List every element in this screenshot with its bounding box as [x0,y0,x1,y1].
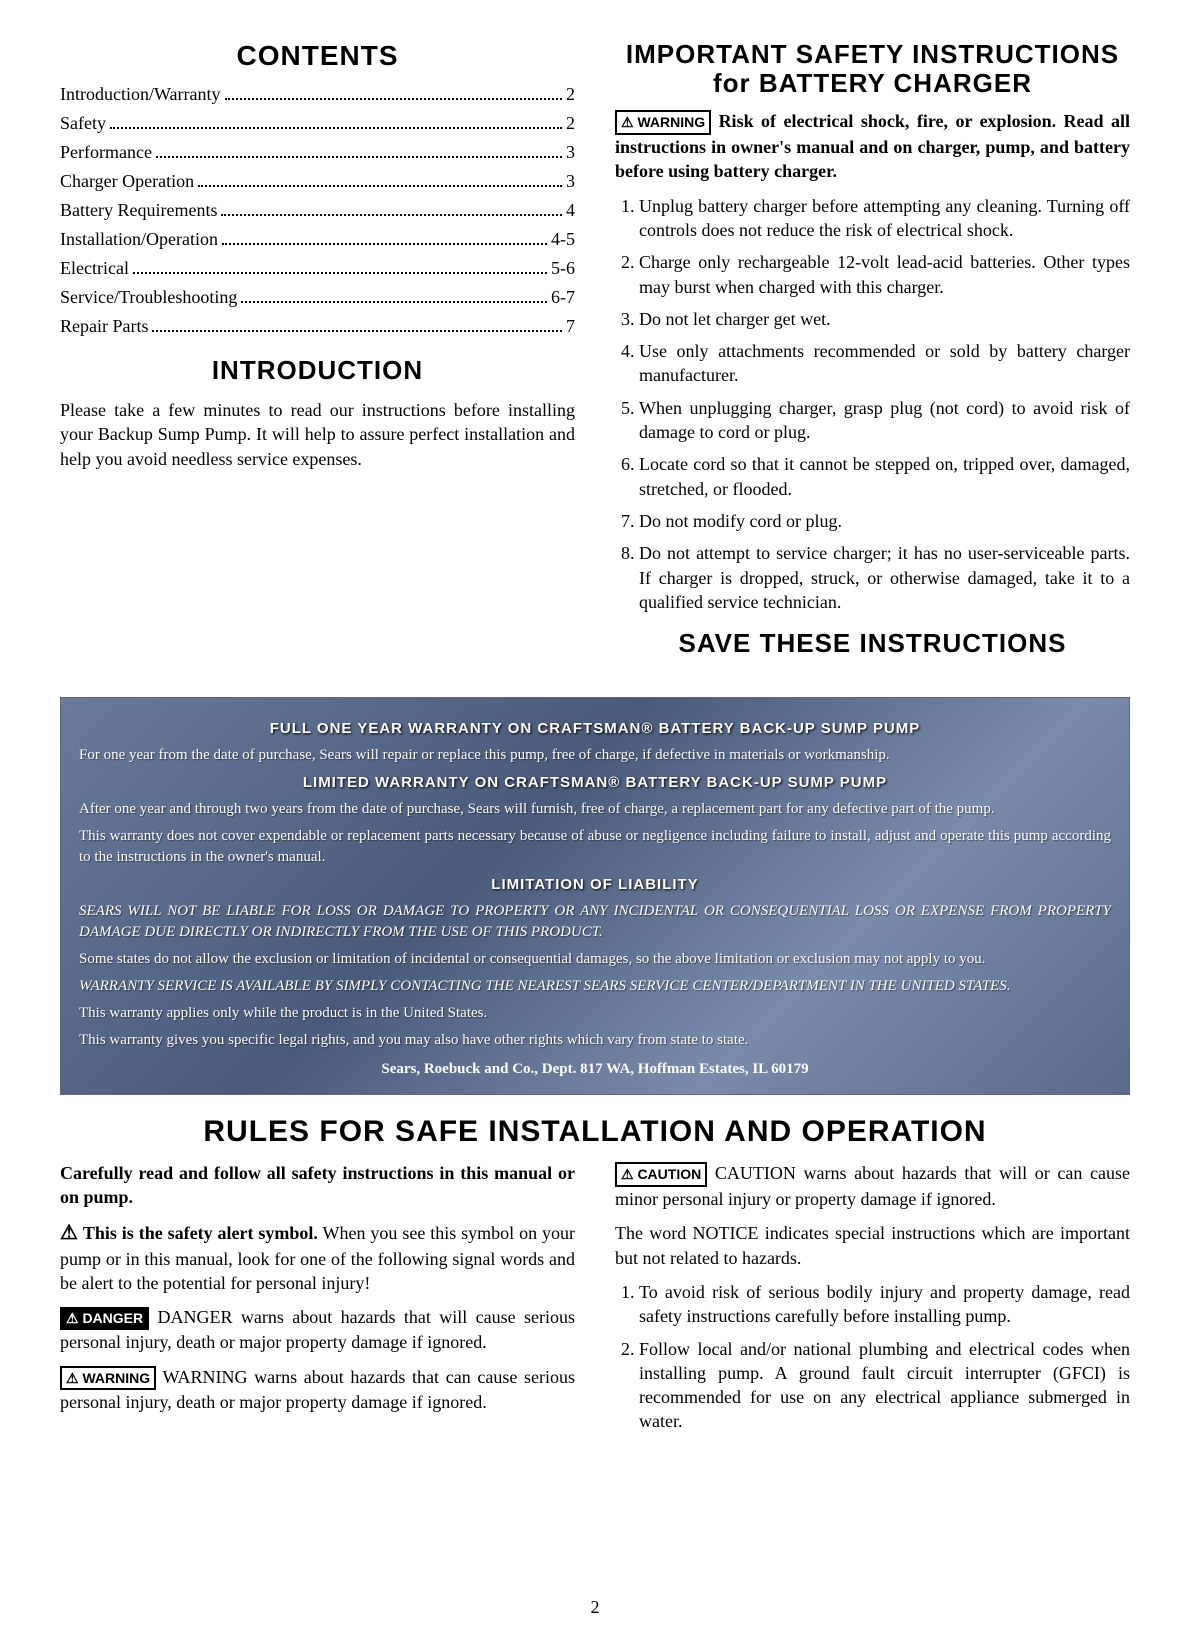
rules-notice: The word NOTICE indicates special instru… [615,1221,1130,1270]
rules-right: ⚠ CAUTION CAUTION warns about hazards th… [615,1161,1130,1442]
warranty-para: Some states do not allow the exclusion o… [79,949,1111,970]
warning-badge: ⚠ WARNING [60,1366,156,1391]
safety-item: Locate cord so that it cannot be stepped… [639,452,1130,501]
warranty-para: SEARS WILL NOT BE LIABLE FOR LOSS OR DAM… [79,901,1111,943]
safety-list: Unplug battery charger before attempting… [615,194,1130,614]
contents-heading: CONTENTS [60,40,575,72]
toc-label: Electrical [60,258,129,279]
rules-item: Follow local and/or national plumbing an… [639,1337,1130,1434]
safety-item: Use only attachments recommended or sold… [639,339,1130,388]
toc-row: Installation/Operation 4-5 [60,229,575,250]
toc-page: 4-5 [551,229,575,250]
top-columns: CONTENTS Introduction/Warranty 2 Safety 2 … [60,40,1130,671]
page-number: 2 [591,1597,600,1618]
rules-caution: ⚠ CAUTION CAUTION warns about hazards th… [615,1161,1130,1211]
toc-page: 2 [566,113,575,134]
left-column: CONTENTS Introduction/Warranty 2 Safety 2 … [60,40,575,671]
warranty-title-1: FULL ONE YEAR WARRANTY ON CRAFTSMAN® BAT… [79,718,1111,739]
toc-label: Charger Operation [60,171,194,192]
toc-row: Introduction/Warranty 2 [60,84,575,105]
right-column: IMPORTANT SAFETY INSTRUCTIONS for BATTER… [615,40,1130,671]
toc-label: Installation/Operation [60,229,218,250]
introduction-heading: INTRODUCTION [60,355,575,386]
rules-heading: RULES FOR SAFE INSTALLATION AND OPERATIO… [60,1115,1130,1149]
toc-dots [133,260,547,274]
warranty-para: After one year and through two years fro… [79,799,1111,820]
warranty-title-3: LIMITATION OF LIABILITY [79,874,1111,895]
toc-page: 7 [566,316,575,337]
rules-item: To avoid risk of serious bodily injury a… [639,1280,1130,1329]
toc-label: Battery Requirements [60,200,217,221]
rules-warning: ⚠ WARNING WARNING warns about hazards th… [60,1365,575,1415]
toc-label: Safety [60,113,106,134]
safety-heading: IMPORTANT SAFETY INSTRUCTIONS for BATTER… [615,40,1130,97]
safety-item: Do not let charger get wet. [639,307,1130,331]
toc-page: 5-6 [551,258,575,279]
toc-dots [156,144,562,158]
introduction-body: Please take a few minutes to read our in… [60,398,575,471]
rules-left: Carefully read and follow all safety ins… [60,1161,575,1442]
rules-p2: ⚠ This is the safety alert symbol. When … [60,1220,575,1296]
toc-row: Electrical 5-6 [60,258,575,279]
toc-dots [241,289,547,303]
toc-page: 3 [566,142,575,163]
toc-page: 6-7 [551,287,575,308]
toc-row: Safety 2 [60,113,575,134]
rules-p1-text: Carefully read and follow all safety ins… [60,1163,575,1207]
warranty-title-2: LIMITED WARRANTY ON CRAFTSMAN® BATTERY B… [79,772,1111,793]
toc-row: Performance 3 [60,142,575,163]
safety-item: Do not attempt to service charger; it ha… [639,541,1130,614]
toc-label: Service/Troubleshooting [60,287,237,308]
toc-label: Performance [60,142,152,163]
save-heading: SAVE THESE INSTRUCTIONS [615,628,1130,659]
toc-row: Service/Troubleshooting 6-7 [60,287,575,308]
toc-label: Repair Parts [60,316,148,337]
toc-row: Repair Parts 7 [60,316,575,337]
rules-danger: ⚠ DANGER DANGER warns about hazards that… [60,1305,575,1354]
toc-dots [225,86,563,100]
toc-dots [198,173,562,187]
rules-p2-bold: This is the safety alert symbol. [83,1223,318,1243]
toc-page: 4 [566,200,575,221]
toc-label: Introduction/Warranty [60,84,221,105]
safety-item: Charge only rechargeable 12-volt lead-ac… [639,250,1130,299]
rules-columns: Carefully read and follow all safety ins… [60,1161,1130,1442]
toc-row: Charger Operation 3 [60,171,575,192]
toc-row: Battery Requirements 4 [60,200,575,221]
warranty-para: This warranty does not cover expendable … [79,826,1111,868]
caution-badge: ⚠ CAUTION [615,1162,707,1187]
rules-list: To avoid risk of serious bodily injury a… [615,1280,1130,1434]
warranty-para: WARRANTY SERVICE IS AVAILABLE BY SIMPLY … [79,976,1111,997]
toc-page: 3 [566,171,575,192]
toc-page: 2 [566,84,575,105]
toc-dots [222,231,547,245]
warranty-para: This warranty gives you specific legal r… [79,1030,1111,1051]
warranty-para: This warranty applies only while the pro… [79,1003,1111,1024]
safety-lead: ⚠ WARNING Risk of electrical shock, fire… [615,109,1130,183]
warranty-address: Sears, Roebuck and Co., Dept. 817 WA, Ho… [79,1059,1111,1080]
warning-badge: ⚠ WARNING [615,110,711,135]
safety-item: Unplug battery charger before attempting… [639,194,1130,243]
toc-list: Introduction/Warranty 2 Safety 2 Performan… [60,84,575,337]
safety-item: When unplugging charger, grasp plug (not… [639,396,1130,445]
toc-dots [221,202,562,216]
safety-item: Do not modify cord or plug. [639,509,1130,533]
toc-dots [110,115,562,129]
warranty-box: FULL ONE YEAR WARRANTY ON CRAFTSMAN® BAT… [60,697,1130,1095]
warranty-para: For one year from the date of purchase, … [79,745,1111,766]
danger-badge: ⚠ DANGER [60,1307,149,1330]
rules-p1: Carefully read and follow all safety ins… [60,1161,575,1210]
toc-dots [152,318,562,332]
alert-triangle-icon: ⚠ [60,1220,78,1247]
